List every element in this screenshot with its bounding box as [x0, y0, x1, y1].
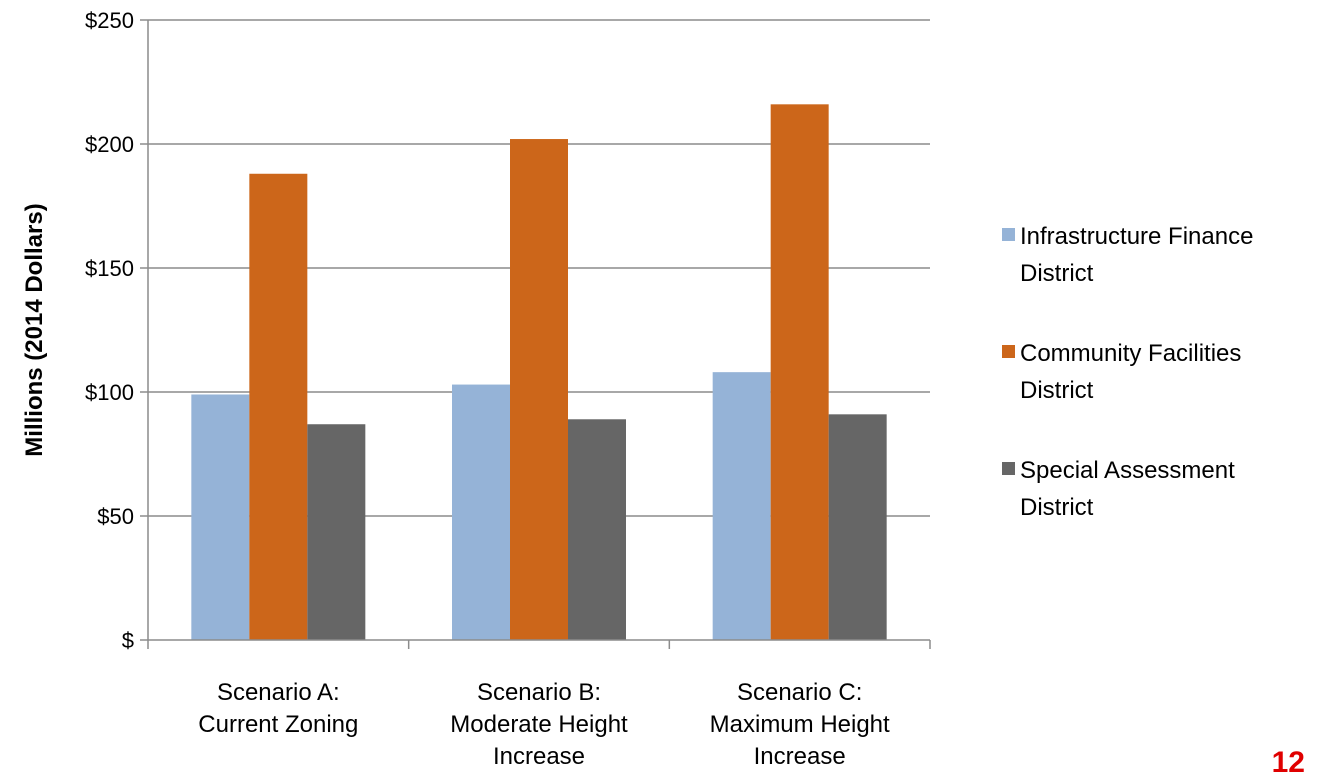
bar — [510, 139, 568, 641]
y-tick-label: $200 — [85, 132, 134, 157]
legend-swatch — [1002, 462, 1015, 475]
x-category-label: Scenario A: Current Zoning — [198, 679, 358, 738]
legend: Infrastructure Finance District Community … — [1002, 223, 1253, 521]
legend-label: Infrastructure Finance District — [1020, 223, 1253, 287]
bar — [828, 414, 887, 640]
legend-swatch — [1002, 228, 1015, 241]
y-tick-label: $150 — [85, 256, 134, 281]
page-number: 12 — [1272, 746, 1305, 779]
y-tick-label: $ — [122, 628, 134, 653]
bar — [249, 173, 308, 640]
legend-label: Special Assessment District — [1020, 457, 1235, 521]
axes — [140, 19, 931, 649]
legend-label: Community Facilities District — [1020, 340, 1241, 404]
bar — [191, 394, 250, 640]
x-category-label: Scenario C: Maximum Height Increase — [710, 679, 890, 770]
bar — [568, 419, 626, 640]
y-axis-label: Millions (2014 Dollars) — [21, 203, 48, 456]
y-tick-labels: $ $50 $100 $150 $200 $250 — [85, 8, 134, 653]
bar — [307, 424, 366, 640]
bar — [712, 372, 771, 640]
legend-swatch — [1002, 345, 1015, 358]
bar — [452, 384, 510, 640]
bars — [191, 104, 887, 641]
y-tick-label: $250 — [85, 8, 134, 33]
bar — [770, 104, 829, 640]
x-category-labels: Scenario A: Current Zoning Scenario B: Mode… — [198, 679, 890, 770]
y-tick-label: $100 — [85, 380, 134, 405]
y-tick-label: $50 — [97, 504, 134, 529]
x-category-label: Scenario B: Moderate Height Increase — [450, 679, 628, 770]
